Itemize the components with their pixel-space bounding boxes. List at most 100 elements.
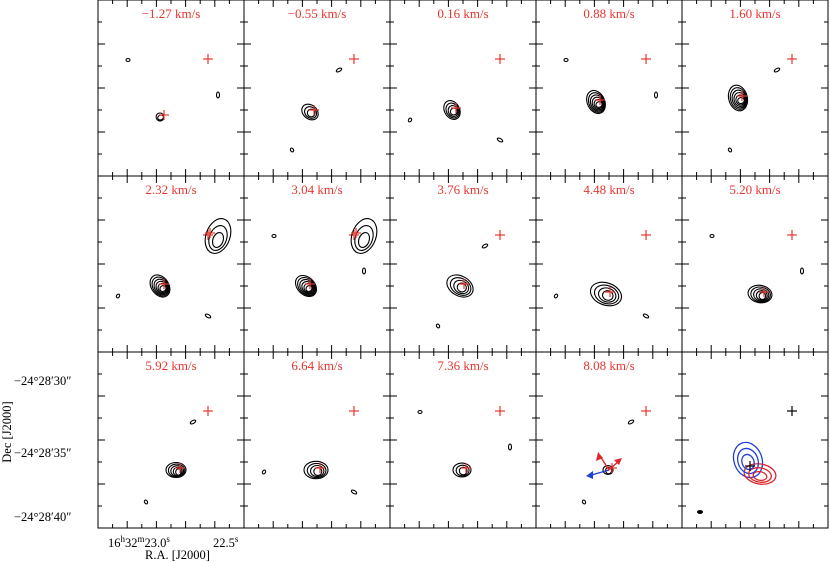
contour — [305, 284, 313, 293]
red-arrow-head — [614, 458, 622, 465]
contour — [563, 57, 569, 63]
velocity-label: 3.76 km/s — [437, 182, 488, 197]
contour — [455, 464, 470, 477]
channel-panel: 1.60 km/s — [681, 0, 829, 177]
contour — [301, 103, 319, 121]
contour — [167, 463, 186, 478]
contour — [452, 462, 472, 478]
contour — [289, 147, 295, 153]
velocity-label: 7.36 km/s — [437, 358, 488, 373]
channel-panel: 3.76 km/s — [389, 175, 537, 353]
contour — [143, 499, 149, 505]
contour — [736, 447, 760, 475]
contour — [357, 231, 371, 249]
contour — [595, 101, 603, 108]
velocity-label: 2.32 km/s — [145, 182, 196, 197]
contour — [755, 290, 768, 301]
contour — [593, 284, 620, 305]
velocity-label: 0.16 km/s — [437, 6, 488, 21]
panel-frame — [389, 351, 537, 529]
dec-tick-label-1: −24°28′30″ — [14, 374, 72, 388]
contour — [458, 466, 468, 476]
contour — [481, 243, 489, 249]
ra-tick-label-right: 22.5s — [213, 534, 239, 550]
panel-frame — [243, 351, 391, 529]
panel-frame — [681, 0, 829, 177]
panel-frame — [243, 0, 391, 177]
contour — [271, 233, 277, 239]
panel-frame — [97, 175, 245, 353]
velocity-label: 0.88 km/s — [583, 6, 634, 21]
contour — [773, 67, 781, 73]
channel-panel — [681, 351, 829, 529]
contour — [627, 419, 635, 425]
panel-frame — [535, 351, 683, 529]
contour — [586, 89, 606, 115]
velocity-label: 3.04 km/s — [291, 182, 342, 197]
contour — [125, 57, 131, 63]
contour — [299, 278, 316, 296]
contour — [735, 94, 746, 106]
contour — [642, 313, 650, 319]
contour — [153, 278, 169, 296]
panel-frame — [243, 175, 391, 353]
channel-panel: 5.92 km/s — [97, 351, 245, 529]
contour — [350, 218, 378, 254]
contour — [149, 274, 171, 298]
velocity-label: 5.20 km/s — [729, 182, 780, 197]
contour — [709, 233, 715, 239]
channel-panel: −1.27 km/s — [97, 0, 245, 177]
contour — [361, 267, 367, 275]
channel-panel: 3.04 km/s — [243, 175, 391, 353]
contour — [737, 96, 745, 105]
blue-arrow-head — [586, 471, 593, 479]
velocity-label: 5.92 km/s — [145, 358, 196, 373]
panel-grid: −1.27 km/s −0.55 km/s 0.16 km/s 0.88 km/s 1.… — [97, 0, 829, 529]
contour — [350, 489, 358, 495]
contour — [211, 231, 225, 249]
contour — [204, 218, 232, 254]
channel-panel: 5.20 km/s — [681, 175, 829, 353]
red-arrow-head — [596, 452, 603, 461]
contour — [335, 67, 343, 73]
contour — [589, 281, 623, 307]
contour — [297, 276, 317, 297]
ra-tick-label-left: 16h32m23.0s — [108, 534, 170, 550]
panel-frame — [535, 175, 683, 353]
velocity-label: 6.64 km/s — [291, 358, 342, 373]
contour — [306, 462, 327, 479]
contour — [417, 409, 423, 415]
contour — [407, 117, 413, 123]
channel-panel: 4.48 km/s — [535, 175, 683, 353]
contour — [303, 283, 314, 293]
contour — [602, 464, 614, 476]
contour — [215, 91, 221, 99]
contour — [303, 460, 329, 480]
channel-panel: 8.08 km/s — [535, 351, 683, 529]
contour — [309, 464, 325, 478]
contour — [443, 100, 461, 120]
contour — [731, 89, 747, 109]
contour — [115, 293, 121, 299]
contour — [553, 293, 559, 299]
contour — [446, 274, 474, 298]
panel-frame — [681, 175, 829, 353]
panel-frame — [97, 0, 245, 177]
contour — [741, 453, 755, 471]
contour — [752, 470, 768, 482]
contour — [294, 274, 318, 298]
panel-frame — [681, 351, 829, 529]
channel-panel: 2.32 km/s — [97, 175, 245, 353]
contour — [172, 466, 183, 477]
velocity-label: 4.48 km/s — [583, 182, 634, 197]
contour — [747, 284, 773, 304]
contour — [159, 285, 167, 292]
contour — [591, 96, 604, 111]
contour — [449, 107, 458, 116]
panel-frame — [535, 0, 683, 177]
contour — [189, 419, 197, 425]
velocity-label: 1.60 km/s — [729, 6, 780, 21]
panel-frame — [97, 351, 245, 529]
contour — [750, 286, 771, 303]
velocity-label: 8.08 km/s — [583, 358, 634, 373]
